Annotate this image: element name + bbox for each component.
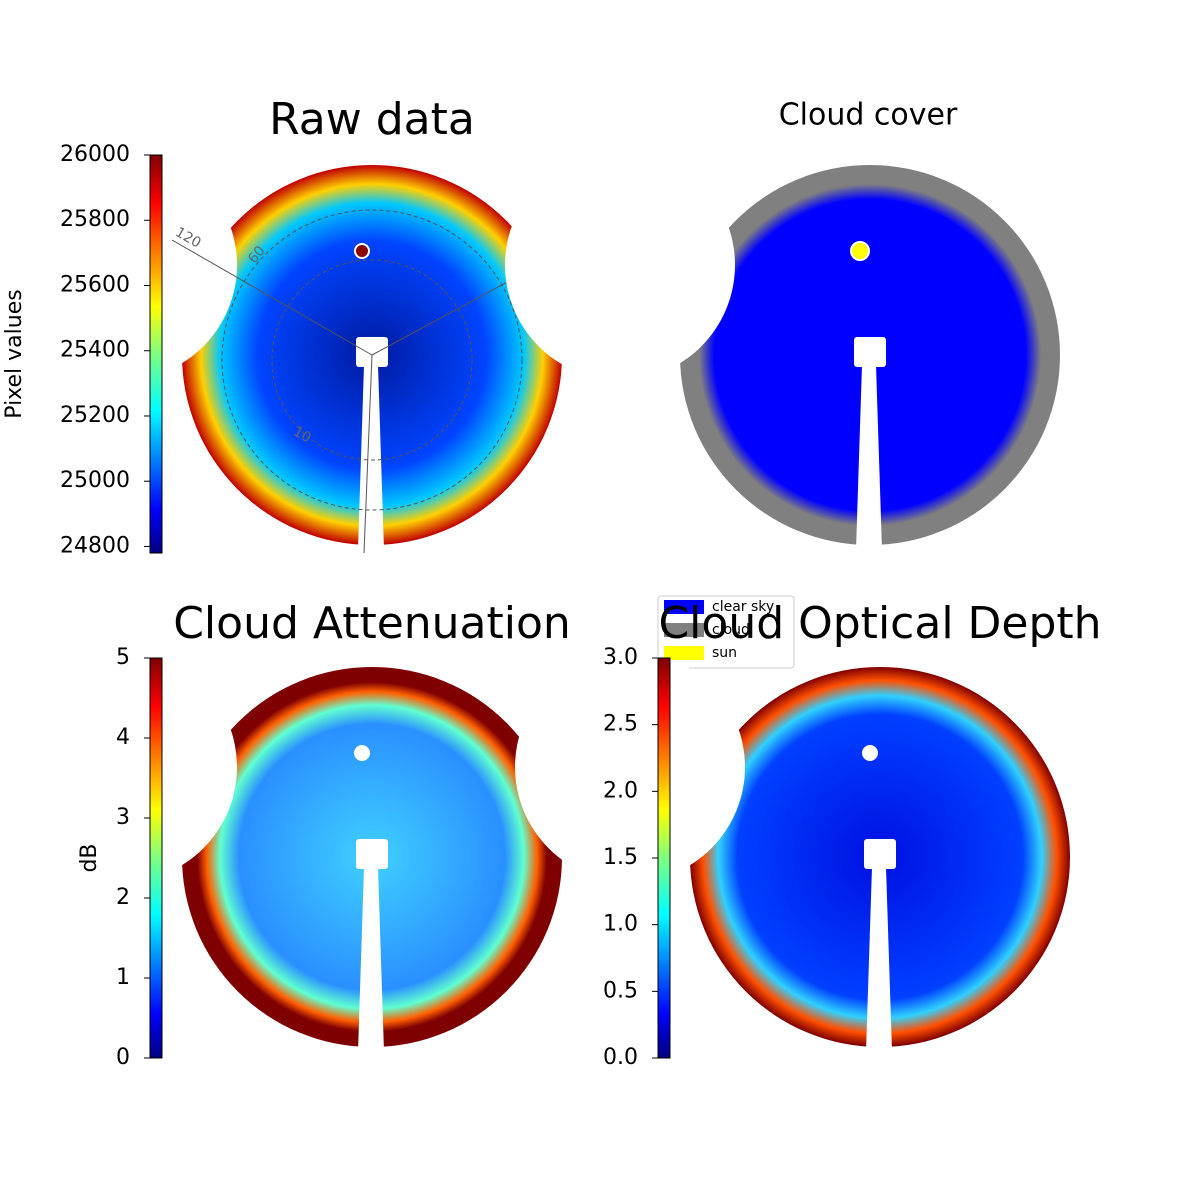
sun: [862, 745, 878, 761]
colorbar-tick-label: 25400: [60, 338, 130, 363]
colorbar-tick-label: 0.5: [603, 978, 638, 1003]
colorbar-tick-label: 1: [116, 965, 130, 990]
colorbar-tick-label: 2: [116, 885, 130, 910]
colorbar-tick-label: 3.0: [603, 645, 638, 670]
polar-axis: [171, 239, 373, 356]
panel-title: Cloud Optical Depth: [658, 598, 1101, 649]
polar-axis: [363, 354, 373, 554]
colorbar: [149, 154, 163, 554]
colorbar-label: Pixel values: [2, 289, 27, 418]
sky-image: [7, 652, 572, 1067]
shadow-band-arm: [864, 839, 896, 869]
horizon-mask: [515, 652, 745, 882]
horizon-mask: [505, 150, 735, 380]
shadow-band-mast: [866, 867, 892, 1052]
colorbar-tick-label: 24800: [60, 533, 130, 558]
colorbar-tick-label: 2.5: [603, 712, 638, 737]
colorbar-tick-label: 3: [116, 805, 130, 830]
panels: 1206024010Raw data2480025000252002540025…: [2, 94, 1102, 1070]
panel-title: Cloud Attenuation: [173, 598, 571, 649]
colorbar: [657, 657, 671, 1059]
sun: [354, 243, 370, 259]
bottom-mask: [172, 1047, 572, 1067]
shadow-band-mast: [358, 867, 384, 1052]
legend-swatch: [664, 623, 704, 637]
shadow-band-arm: [854, 337, 886, 367]
polar-circle: [271, 259, 473, 461]
sun: [850, 241, 870, 261]
legend-swatch: [664, 600, 704, 614]
horizon-mask: [7, 150, 237, 380]
polar-circle: [221, 209, 523, 511]
shadow-band-arm: [356, 839, 388, 869]
colorbar-tick-label: 1.5: [603, 845, 638, 870]
colorbar-tick-label: 0.0: [603, 1045, 638, 1070]
colorbar-tick-label: 2.0: [603, 778, 638, 803]
legend: clear sky cloud sun: [657, 595, 795, 669]
shadow-band-mast: [358, 365, 384, 550]
legend-swatch: [664, 646, 704, 660]
colorbar-tick-label: 5: [116, 645, 130, 670]
bottom-mask: [172, 545, 572, 565]
sky-image: [505, 150, 1070, 565]
colorbar-tick-label: 25200: [60, 403, 130, 428]
bottom-mask: [670, 545, 1070, 565]
horizon-mask: [7, 652, 237, 882]
colorbar-tick-label: 25800: [60, 207, 130, 232]
colorbar-tick-label: 25600: [60, 272, 130, 297]
polar-label: 10: [290, 424, 313, 447]
colorbar-tick-label: 26000: [60, 142, 130, 167]
colorbar-tick-label: 4: [116, 725, 130, 750]
colorbar-tick-label: 1.0: [603, 912, 638, 937]
colorbar: [149, 657, 163, 1059]
colorbar-tick-label: 25000: [60, 468, 130, 493]
colorbar-label: dB: [77, 843, 102, 872]
legend-label: cloud: [712, 622, 750, 638]
legend-label: sun: [712, 645, 737, 661]
bottom-mask: [680, 1047, 1080, 1067]
colorbar-tick-label: 0: [116, 1045, 130, 1070]
legend-label: clear sky: [712, 599, 774, 615]
sky-image: [515, 652, 1080, 1067]
sun: [354, 745, 370, 761]
shadow-band-mast: [856, 365, 882, 550]
panel-title: Cloud cover: [779, 98, 958, 133]
panel-title: Raw data: [269, 94, 475, 145]
shadow-band-arm: [356, 337, 388, 367]
